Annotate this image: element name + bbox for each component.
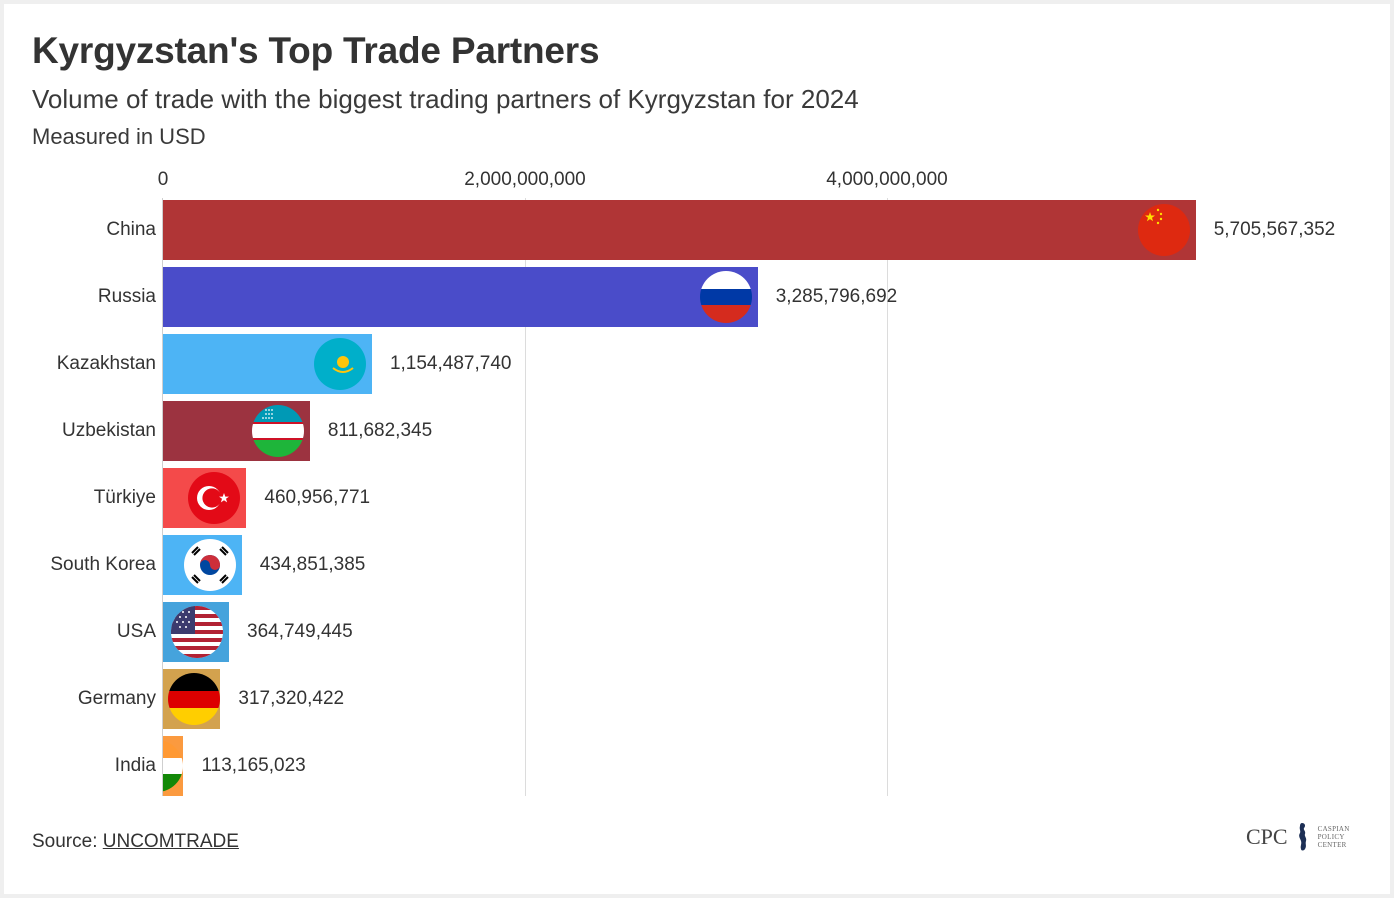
- bar[interactable]: [163, 401, 310, 461]
- bar-row: Russia 3,285,796,692: [0, 267, 1394, 327]
- bar[interactable]: [163, 334, 372, 394]
- india-flag-icon: [163, 740, 184, 792]
- germany-flag-icon: [168, 673, 221, 725]
- bar[interactable]: [163, 602, 230, 662]
- category-label: Türkiye: [93, 487, 156, 508]
- bar-row: Uzbekistan 811,682,345: [0, 401, 1394, 461]
- value-label: 317,320,422: [238, 688, 345, 709]
- caspian-sea-icon: [1298, 823, 1306, 851]
- value-label: 811,682,345: [327, 420, 433, 441]
- russia-flag-icon: [699, 271, 752, 323]
- bar-row: China 5,705,567,352: [0, 200, 1394, 260]
- gridline: [525, 198, 526, 796]
- bar-row: Kazakhstan 1,154,487,740: [0, 334, 1394, 394]
- x-tick-label: 0: [157, 169, 169, 190]
- value-label: 3,285,796,692: [775, 286, 898, 307]
- value-label: 364,749,445: [247, 621, 353, 642]
- gridline: [887, 198, 888, 796]
- logo-abbr: CPC: [1246, 824, 1288, 849]
- source-link[interactable]: UNCOMTRADE: [102, 831, 239, 852]
- kazakhstan-flag-icon: [313, 338, 366, 390]
- turkiye-flag-icon: [188, 472, 241, 524]
- category-label: South Korea: [50, 554, 156, 575]
- logo-text: CASPIAN POLICY CENTER: [1317, 825, 1350, 849]
- bar[interactable]: [163, 669, 221, 729]
- category-label: Uzbekistan: [62, 420, 156, 441]
- source-prefix: Source:: [32, 831, 103, 852]
- south-korea-flag-icon: [183, 539, 236, 591]
- x-tick-label: 4,000,000,000: [826, 169, 948, 190]
- value-label: 434,851,385: [259, 554, 366, 575]
- value-label: 5,705,567,352: [1213, 219, 1336, 240]
- measure-note: Measured in USD: [32, 124, 206, 149]
- category-label: Russia: [97, 286, 156, 307]
- bar[interactable]: [163, 736, 184, 796]
- y-axis-line: [162, 198, 163, 796]
- category-label: Germany: [77, 688, 156, 709]
- category-label: Kazakhstan: [56, 353, 156, 374]
- chart-title: Kyrgyzstan's Top Trade Partners: [32, 30, 600, 71]
- value-label: 460,956,771: [264, 487, 371, 508]
- bar-row: India 113,165,023: [0, 736, 1394, 796]
- value-label: 113,165,023: [201, 755, 306, 776]
- x-tick-label: 2,000,000,000: [464, 169, 586, 190]
- cpc-logo: CPC CASPIAN POLICY CENTER: [1246, 822, 1350, 852]
- bar[interactable]: [163, 200, 1196, 260]
- chart-subtitle: Volume of trade with the biggest trading…: [32, 84, 859, 114]
- bar-row: USA 364,749,445: [0, 602, 1394, 662]
- china-flag-icon: [1137, 204, 1190, 256]
- usa-flag-icon: [171, 606, 224, 658]
- bar-row: Germany 317,320,422: [0, 669, 1394, 729]
- bar[interactable]: [163, 535, 242, 595]
- category-label: USA: [116, 621, 156, 642]
- bar-row: South Korea 434,851,385: [0, 535, 1394, 595]
- category-label: India: [114, 755, 156, 776]
- uzbekistan-flag-icon: [251, 405, 304, 457]
- source-note: Source: UNCOMTRADE: [32, 831, 239, 853]
- value-label: 1,154,487,740: [389, 353, 512, 374]
- category-label: China: [106, 219, 156, 240]
- bar-row: Türkiye 460,956,771: [0, 468, 1394, 528]
- bar[interactable]: [163, 267, 758, 327]
- bar[interactable]: [163, 468, 247, 528]
